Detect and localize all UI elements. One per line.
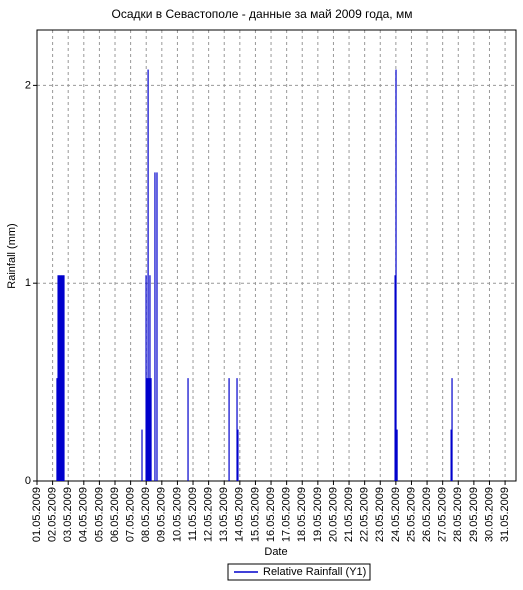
bar — [154, 172, 156, 481]
bar — [450, 429, 452, 481]
bar — [141, 429, 143, 481]
bar — [237, 429, 239, 481]
bar — [394, 275, 396, 481]
bar — [62, 275, 64, 481]
y-tick-label: 0 — [25, 475, 31, 487]
bar — [236, 378, 238, 481]
x-tick-label: 22.05.2009 — [359, 487, 371, 542]
bar — [451, 378, 453, 481]
bar — [145, 275, 147, 481]
x-tick-label: 29.05.2009 — [468, 487, 480, 542]
x-tick-label: 11.05.2009 — [187, 487, 199, 541]
x-tick-label: 10.05.2009 — [171, 487, 183, 542]
x-tick-label: 21.05.2009 — [343, 487, 355, 542]
x-tick-label: 26.05.2009 — [421, 487, 433, 542]
x-tick-label: 17.05.2009 — [281, 487, 293, 542]
x-tick-label: 13.05.2009 — [218, 487, 230, 542]
y-axis-label: Rainfall (mm) — [6, 223, 18, 288]
chart-title: Осадки в Севастополе - данные за май 200… — [112, 7, 413, 21]
x-tick-label: 23.05.2009 — [374, 487, 386, 542]
x-tick-label: 04.05.2009 — [78, 487, 90, 542]
bar — [58, 275, 60, 481]
x-tick-label: 05.05.2009 — [93, 487, 105, 542]
x-tick-label: 19.05.2009 — [312, 487, 324, 542]
x-tick-label: 08.05.2009 — [140, 487, 152, 542]
x-tick-label: 15.05.2009 — [249, 487, 261, 542]
x-tick-label: 03.05.2009 — [62, 487, 74, 542]
bar — [60, 275, 62, 481]
bar — [63, 275, 65, 481]
x-tick-label: 28.05.2009 — [452, 487, 464, 542]
bar — [147, 69, 149, 481]
x-tick-label: 27.05.2009 — [437, 487, 449, 542]
x-tick-label: 14.05.2009 — [234, 487, 246, 542]
bar — [148, 378, 150, 481]
bar — [61, 275, 63, 481]
x-tick-label: 12.05.2009 — [203, 487, 215, 542]
y-tick-label: 2 — [25, 79, 31, 91]
y-tick-label: 1 — [25, 277, 31, 289]
x-tick-label: 09.05.2009 — [156, 487, 168, 542]
bar — [56, 378, 58, 481]
bar — [59, 275, 61, 481]
x-tick-label: 07.05.2009 — [125, 487, 137, 542]
plot-frame — [36, 29, 517, 482]
x-tick-label: 02.05.2009 — [47, 487, 59, 542]
x-axis-label: Date — [264, 546, 287, 558]
x-tick-label: 20.05.2009 — [327, 487, 339, 542]
bar — [57, 275, 59, 481]
bar — [150, 378, 152, 481]
legend-box — [227, 563, 371, 581]
x-tick-label: 06.05.2009 — [109, 487, 121, 542]
x-tick-label: 16.05.2009 — [265, 487, 277, 542]
bar — [228, 378, 230, 481]
bar — [395, 69, 397, 481]
bar — [187, 378, 189, 481]
bar — [396, 429, 398, 481]
x-tick-label: 31.05.2009 — [499, 487, 511, 542]
bar — [146, 378, 148, 481]
x-tick-label: 30.05.2009 — [483, 487, 495, 542]
x-tick-label: 25.05.2009 — [405, 487, 417, 542]
x-tick-label: 24.05.2009 — [390, 487, 402, 542]
x-tick-label: 18.05.2009 — [296, 487, 308, 542]
bar — [149, 275, 151, 481]
x-tick-label: 01.05.2009 — [31, 487, 43, 542]
legend-label: Relative Rainfall (Y1) — [263, 566, 366, 578]
bar — [156, 172, 158, 481]
